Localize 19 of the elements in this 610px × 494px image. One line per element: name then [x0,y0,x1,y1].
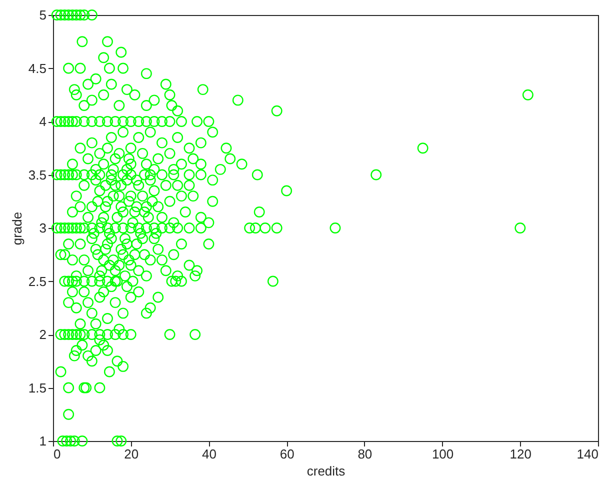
x-axis-title: credits [306,464,346,478]
y-tick-label: 3 [39,220,46,236]
x-tick-label: 20 [124,446,139,462]
x-tick-label: 100 [432,446,454,462]
x-tick-label: 140 [576,446,598,462]
y-axis-title: grade [9,212,24,246]
y-tick-label: 1 [39,434,46,448]
y-tick-label: 4 [39,114,46,129]
y-tick-label: 2 [39,327,46,342]
x-tick-label: 120 [510,446,532,462]
y-tick-label: 2.5 [28,274,46,289]
y-tick-label: 5 [39,8,46,22]
x-tick-label: 60 [280,446,294,462]
y-tick-label: 1.5 [28,380,46,396]
y-tick-label: 4.5 [28,60,46,76]
x-tick-label: 0 [54,446,61,462]
x-tick-label: 40 [202,446,216,462]
x-tick-label: 80 [358,446,372,462]
y-tick-label: 3.5 [28,167,46,182]
